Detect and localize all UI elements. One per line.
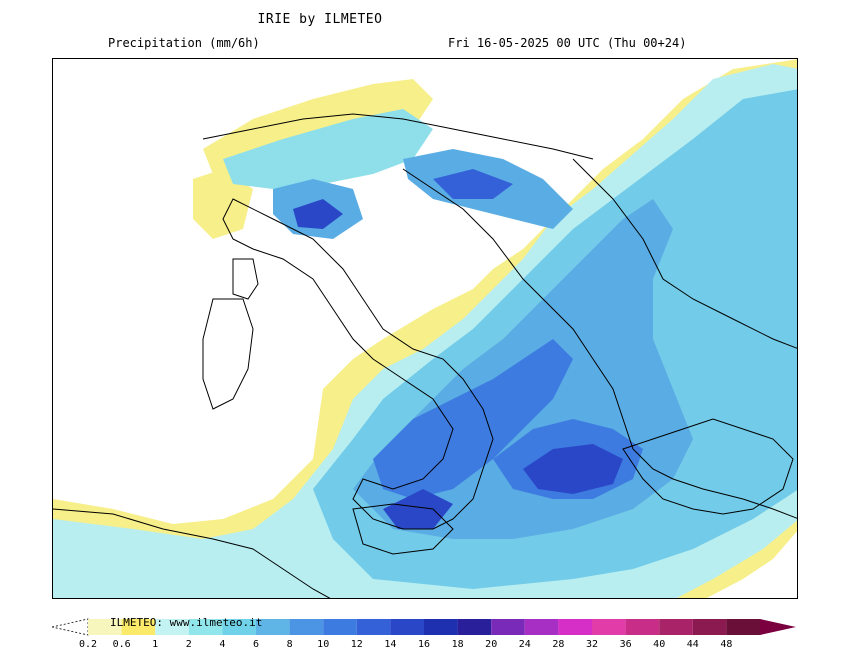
legend-open-end-left [51,618,89,636]
legend-swatch [289,619,324,635]
legend-color-bar: 0.2 0.6 1 2 4 6 8 10 12 14 16 18 20 24 28 32 36 40 44 48 [51,618,796,650]
precip-core-south [383,489,453,529]
legend-swatch [356,619,391,635]
legend-swatch [659,619,693,635]
legend-level-label: 10 [317,639,329,650]
legend-level-label: 2 [186,639,192,650]
legend-level-label: 40 [653,639,665,650]
legend-swatch [592,619,626,635]
precip-core-adriatic [433,169,513,199]
legend-swatch [726,619,760,635]
legend-swatch [424,619,458,635]
legend-swatch [256,619,290,635]
greece-coastline [622,418,794,515]
valid-time: Fri 16-05-2025 00 UTC (Thu 00+24) [448,36,687,50]
coastlines-and-borders [53,113,797,598]
corsica-outline [232,258,259,300]
legend-level-label: 14 [384,639,396,650]
italy-coastline [222,198,494,530]
legend-level-label: 48 [720,639,732,650]
precip-core-14 [523,444,623,494]
legend-credit: ILMETEO: www.ilmeteo.it [110,616,263,629]
legend-level-label: 0.6 [113,639,131,650]
precip-band-north-cyan [223,109,433,189]
legend-level-label: 32 [586,639,598,650]
legend-swatch [323,619,357,635]
sardinia-outline [202,298,254,410]
legend-swatch [457,619,492,635]
sicily-outline [352,503,454,555]
precip-core-north [293,199,343,229]
legend-swatch [524,619,559,635]
precip-band-west [193,169,253,239]
legend-level-label: 20 [485,639,497,650]
precipitation-legend: 0.2 0.6 1 2 4 6 8 10 12 14 16 18 20 24 28 32 36 40 44 48 [51,616,802,656]
field-label: Precipitation (mm/6h) [108,36,260,50]
alps-border [202,113,594,160]
legend-swatch [88,619,122,635]
legend-level-label: 0.2 [79,639,97,650]
legend-swatch [121,619,156,635]
legend-level-label: 8 [287,639,293,650]
legend-level-label: 28 [552,639,564,650]
legend-level-label: 1 [152,639,158,650]
precip-core-10 [373,339,573,499]
balkan-borders [572,158,797,349]
legend-swatch [390,619,424,635]
legend-swatch [222,619,256,635]
legend-open-end-right [760,619,796,635]
legend-swatch [692,619,727,635]
precipitation-field [53,59,797,598]
legend-level-label: 4 [219,639,225,650]
legend-swatch [188,619,223,635]
legend-level-label: 24 [519,639,531,650]
north-africa-coastline [53,508,331,598]
legend-level-label: 6 [253,639,259,650]
legend-level-label: 36 [620,639,632,650]
legend-swatch [491,619,525,635]
adriatic-east-coastline [402,168,797,519]
map-title: IRIE by ILMETEO [257,12,383,27]
legend-swatch [558,619,592,635]
legend-level-label: 44 [687,639,699,650]
legend-swatch [155,619,189,635]
legend-level-label: 16 [418,639,430,650]
precipitation-map [52,58,798,599]
legend-swatch [625,619,660,635]
legend-level-label: 12 [351,639,363,650]
legend-level-label: 18 [452,639,464,650]
